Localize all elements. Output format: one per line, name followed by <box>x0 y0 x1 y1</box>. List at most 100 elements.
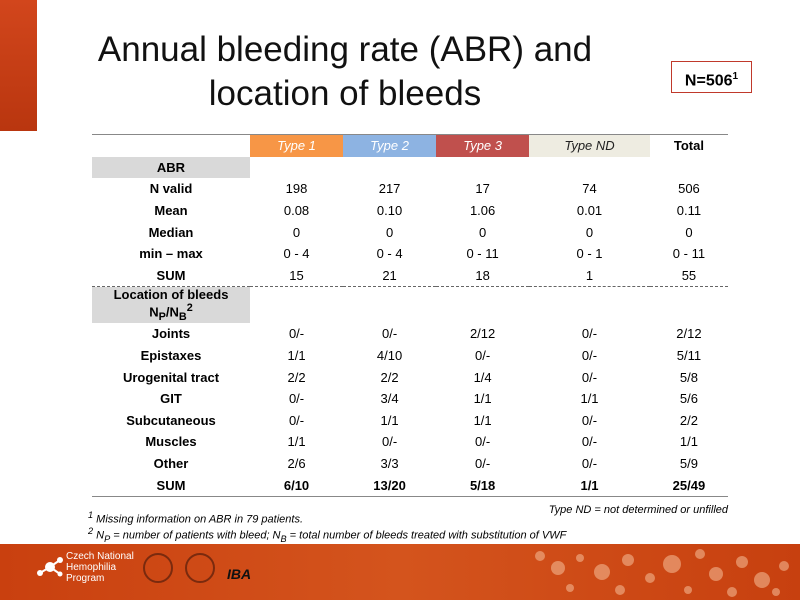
table-row: SUM 6/10 13/20 5/18 1/1 25/49 <box>92 474 728 497</box>
table-cell: 18 <box>436 264 530 288</box>
table-cell: 2/12 <box>469 326 496 342</box>
table-cell: 1/4 <box>473 369 492 385</box>
accent-bar <box>0 0 37 131</box>
abr-section-row: ABR <box>92 156 728 179</box>
table-cell: 0 - 4 <box>283 246 310 262</box>
table-cell: 0/- <box>381 434 398 450</box>
table-cell: 5/11 <box>676 348 702 364</box>
page-title: Annual bleeding rate (ABR) and location … <box>40 28 650 116</box>
type-nd-note: Type ND = not determined or unfilled <box>548 504 728 516</box>
table-row: Subcutaneous 0/- 1/1 1/1 0/- 2/2 <box>92 410 728 432</box>
table-cell: 4/10 <box>376 348 403 364</box>
table-cell: 21 <box>343 264 437 288</box>
table-cell: 0 - 11 <box>672 246 706 262</box>
table-cell: 55 <box>649 264 728 288</box>
table-cell: 0 - 11 <box>466 246 499 262</box>
table-cell: 0/- <box>581 412 598 428</box>
table-cell: 1/1 <box>529 474 650 497</box>
table-row: Mean 0.08 0.10 1.06 0.01 0.11 <box>92 200 728 222</box>
hemophilia-program-logo-icon <box>37 557 63 577</box>
table-row: Urogenital tract 2/2 2/2 1/4 0/- 5/8 <box>92 366 728 388</box>
table-cell: 1/1 <box>287 434 306 450</box>
table-row: Other 2/6 3/3 0/- 0/- 5/9 <box>92 453 728 475</box>
location-section-row: Location of bleeds NP/NB2 <box>92 286 728 324</box>
university-seal-logo <box>143 553 173 583</box>
row-label: min – max <box>139 246 203 262</box>
table-cell: 0 <box>685 224 693 240</box>
col-header-total: Total <box>649 133 728 157</box>
table-cell: 0/- <box>475 434 491 450</box>
table-cell: 2/12 <box>676 326 702 342</box>
table-row: Median 0 0 0 0 0 <box>92 221 728 243</box>
table-cell: 0/- <box>581 326 598 342</box>
table-cell: 0 <box>385 224 394 240</box>
table-cell: 2/2 <box>380 369 399 385</box>
table-cell: 6/10 <box>250 474 344 497</box>
title-line-1: Annual bleeding rate (ABR) and <box>97 30 593 69</box>
table-cell: 13/20 <box>343 474 437 497</box>
table-row: GIT 0/- 3/4 1/1 1/1 5/6 <box>92 388 728 410</box>
col-header-type1: Type 1 <box>250 133 344 157</box>
table-cell: 0/- <box>381 326 398 342</box>
footnote-1: 1 Missing information on ABR in 79 patie… <box>88 510 304 526</box>
header-empty-cell <box>92 133 250 157</box>
table-cell: 1 <box>529 264 650 288</box>
table-row: min – max 0 - 4 0 - 4 0 - 11 0 - 1 0 - 11 <box>92 243 728 265</box>
table-cell: 1/1 <box>287 348 306 364</box>
table-cell: 0/- <box>475 348 491 364</box>
iba-logo: IBA <box>227 566 252 582</box>
n-total-badge: N=5061 <box>671 61 752 93</box>
table-cell: 0.11 <box>676 203 702 219</box>
table-cell: 0 - 1 <box>576 246 603 262</box>
table-cell: 0/- <box>581 348 598 364</box>
n-label: N=506 <box>684 72 733 90</box>
table-cell: 0 <box>585 224 594 240</box>
table-cell: 0 <box>479 224 487 240</box>
table-cell: 0/- <box>475 456 491 472</box>
col-header-type2: Type 2 <box>343 133 437 157</box>
table-cell: 1.06 <box>469 203 496 219</box>
table-cell: 0/- <box>581 434 598 450</box>
row-label: Mean <box>154 203 188 219</box>
table-cell: 0 - 4 <box>376 246 403 262</box>
table-cell: 5/9 <box>679 456 698 472</box>
footnote-2: 2 NP = number of patients with bleed; NB… <box>88 526 567 544</box>
table-cell: 1/1 <box>473 391 492 407</box>
table-row: Epistaxes 1/1 4/10 0/- 0/- 5/11 <box>92 345 728 367</box>
table-cell: 25/49 <box>649 474 728 497</box>
faculty-seal-logo <box>185 553 215 583</box>
table-cell: 5/8 <box>679 369 698 385</box>
row-label: SUM <box>92 264 250 288</box>
row-label: Median <box>148 224 194 240</box>
col-header-type3: Type 3 <box>436 133 530 157</box>
table-cell: 0/- <box>581 369 598 385</box>
table-cell: 15 <box>250 264 344 288</box>
row-label: GIT <box>160 391 182 407</box>
table-cell: 2/6 <box>287 456 306 472</box>
row-label: Joints <box>151 326 191 342</box>
table-cell: 506 <box>678 181 700 197</box>
table-row: SUM 15 21 18 1 55 <box>92 264 728 288</box>
table-cell: 0.08 <box>283 203 310 219</box>
row-label: Other <box>153 456 189 472</box>
table-cell: 74 <box>582 181 597 197</box>
abr-section-label: ABR <box>92 156 250 179</box>
row-label: Epistaxes <box>140 348 202 364</box>
table-cell: 1/1 <box>473 412 492 428</box>
table-cell: 0/- <box>288 326 305 342</box>
footer-dots-decoration <box>535 549 789 597</box>
title-line-2: location of bleeds <box>208 74 482 113</box>
table-cell: 3/3 <box>380 456 399 472</box>
row-label: SUM <box>92 474 250 497</box>
table-cell: 17 <box>475 181 490 197</box>
table-row: Muscles 1/1 0/- 0/- 0/- 1/1 <box>92 431 728 453</box>
location-rows: Joints 0/- 0/- 2/12 0/- 2/12 Epistaxes 1/1 4/10 0… <box>92 323 728 497</box>
table-cell: 1/1 <box>380 412 399 428</box>
abr-rows: N valid 198 217 17 74 506 Mean 0.08 0.10 1.06 0.01… <box>92 178 728 288</box>
table-cell: 0/- <box>288 391 305 407</box>
table-cell: 0/- <box>288 412 305 428</box>
table-cell: 0 <box>292 224 301 240</box>
table-row: N valid 198 217 17 74 506 <box>92 178 728 200</box>
table-cell: 1/1 <box>580 391 599 407</box>
table-row: Joints 0/- 0/- 2/12 0/- 2/12 <box>92 323 728 345</box>
